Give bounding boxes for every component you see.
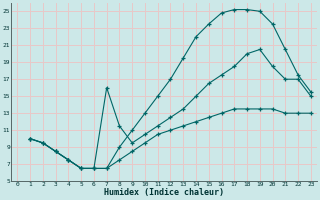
X-axis label: Humidex (Indice chaleur): Humidex (Indice chaleur) (104, 188, 224, 197)
